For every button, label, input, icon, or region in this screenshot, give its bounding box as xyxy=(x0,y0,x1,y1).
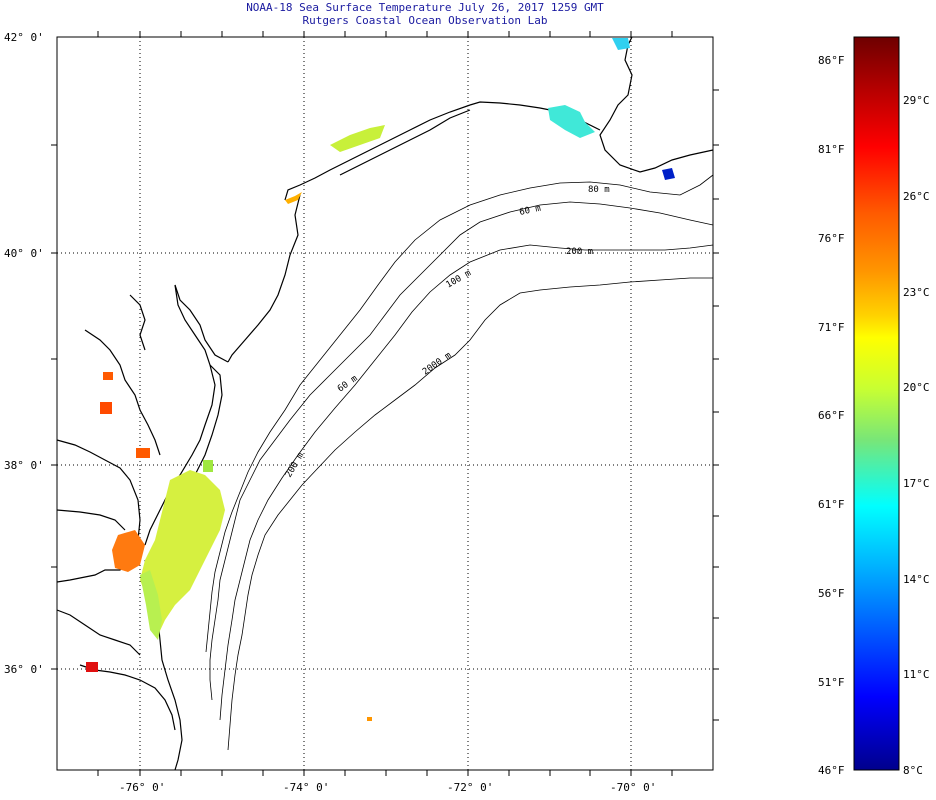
colorbar-f-46: 46°F xyxy=(818,764,845,777)
lat-label-36: 36° 0' xyxy=(4,663,44,676)
contour-label-80m: 80 m xyxy=(588,185,610,195)
map-subtitle: Rutgers Coastal Ocean Observation Lab xyxy=(302,14,548,27)
sst-patch-nantucket-cold xyxy=(662,168,675,180)
colorbar-f-56: 56°F xyxy=(818,587,845,600)
sst-patch-long-island-sound xyxy=(330,125,385,152)
frame-ticks xyxy=(51,31,719,776)
colorbar-f-61: 61°F xyxy=(818,498,845,511)
colorbar-c-17: 17°C xyxy=(903,477,930,490)
colorbar xyxy=(853,36,900,771)
colorbar-f-66: 66°F xyxy=(818,409,845,422)
sst-patch-ny-harbor xyxy=(285,192,302,204)
sst-patch-bay-4 xyxy=(86,662,98,672)
sst-patch-bay-5 xyxy=(203,460,213,472)
map-title: NOAA-18 Sea Surface Temperature July 26,… xyxy=(246,1,604,14)
map-frame xyxy=(56,36,714,771)
sst-patch-chesapeake-west xyxy=(112,530,145,572)
lat-label-40: 40° 0' xyxy=(4,247,44,260)
graticule xyxy=(57,36,713,770)
sst-data-overlay xyxy=(86,38,675,721)
sst-patch-chesapeake-mouth xyxy=(140,470,225,635)
sst-patch-offshore-speck xyxy=(367,717,372,721)
colorbar-f-81: 81°F xyxy=(818,143,845,156)
sst-patch-bay-1 xyxy=(103,372,113,380)
colorbar-f-76: 76°F xyxy=(818,232,845,245)
lon-label-72: -72° 0' xyxy=(447,781,493,794)
lon-label-76: -76° 0' xyxy=(119,781,165,794)
sst-patch-bay-3 xyxy=(136,448,150,458)
sst-patch-bay-2 xyxy=(100,402,112,414)
lon-label-70: -70° 0' xyxy=(610,781,656,794)
colorbar-c-20: 20°C xyxy=(903,381,930,394)
sst-patch-north-corner xyxy=(612,38,630,50)
colorbar-f-51: 51°F xyxy=(818,676,845,689)
lat-label-42: 42° 0' xyxy=(4,31,44,44)
sst-patch-cape-cod xyxy=(548,105,595,138)
contour-label-60m-north: 60 m xyxy=(519,204,542,218)
colorbar-c-14: 14°C xyxy=(903,573,930,586)
colorbar-c-29: 29°C xyxy=(903,94,930,107)
bathymetry-contours xyxy=(205,174,714,751)
lat-label-38: 38° 0' xyxy=(4,459,44,472)
sst-patch-chesapeake-inner xyxy=(140,570,162,640)
colorbar-c-26: 26°C xyxy=(903,190,930,203)
colorbar-c-11: 11°C xyxy=(903,668,930,681)
colorbar-c-8: 8°C xyxy=(903,764,923,777)
lon-label-74: -74° 0' xyxy=(283,781,329,794)
colorbar-f-86: 86°F xyxy=(818,54,845,67)
colorbar-f-71: 71°F xyxy=(818,321,845,334)
colorbar-c-23: 23°C xyxy=(903,286,930,299)
contour-label-200m-north: 200 m xyxy=(566,247,593,257)
